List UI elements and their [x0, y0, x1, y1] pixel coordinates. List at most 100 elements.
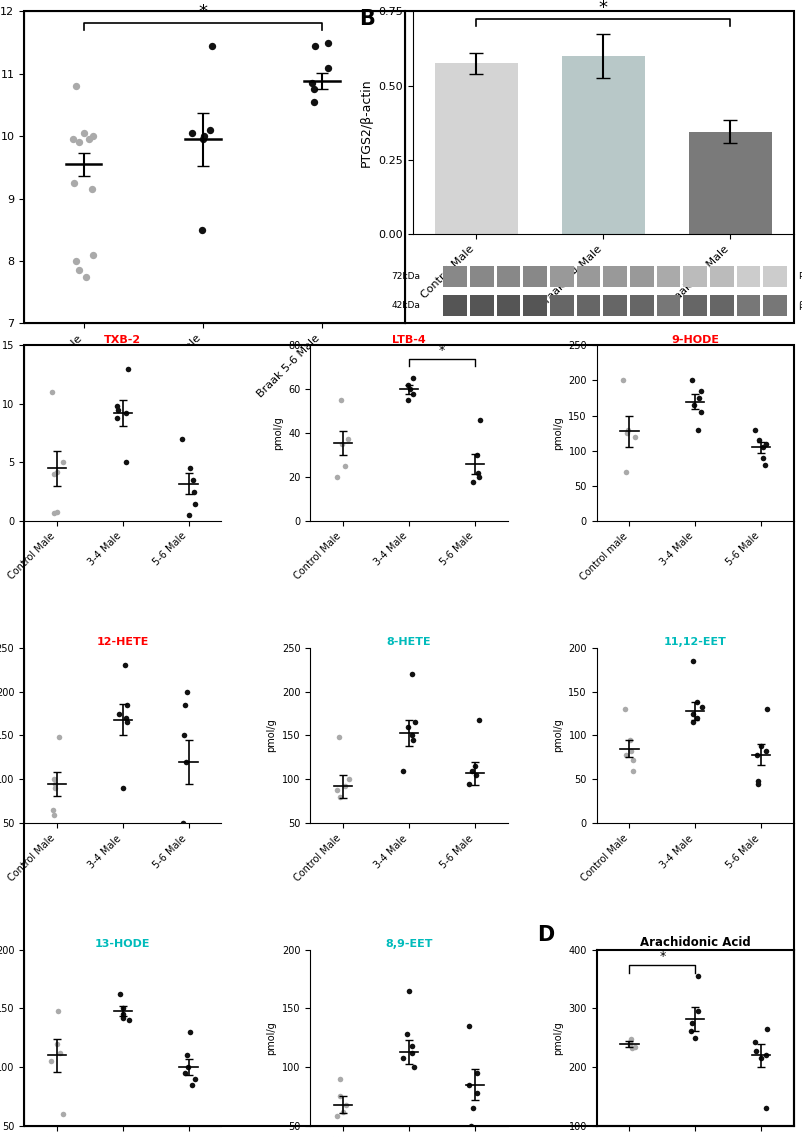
Point — [121, 713, 134, 731]
Point — [628, 1037, 641, 1055]
Point — [338, 778, 351, 796]
Point — [188, 483, 200, 501]
Point — [121, 696, 134, 714]
Point — [178, 696, 191, 714]
Point — [67, 131, 79, 149]
Point — [67, 174, 80, 192]
Point — [749, 1041, 762, 1060]
Bar — [683, 266, 707, 287]
Title: 12-HETE: 12-HETE — [96, 637, 149, 647]
Title: 9-HODE: 9-HODE — [671, 334, 719, 345]
Point — [70, 252, 83, 271]
Y-axis label: pmol/g: pmol/g — [553, 1021, 563, 1055]
Point — [179, 1064, 192, 1082]
Point — [119, 656, 132, 674]
Bar — [577, 296, 601, 316]
Point — [622, 421, 634, 439]
Bar — [630, 296, 654, 316]
Point — [86, 127, 99, 146]
Point — [626, 762, 639, 780]
Point — [692, 389, 705, 407]
Point — [188, 495, 201, 513]
Point — [401, 1026, 414, 1044]
Point — [72, 133, 85, 151]
Point — [406, 1037, 419, 1055]
Point — [620, 463, 633, 481]
Bar — [496, 296, 520, 316]
Bar — [524, 266, 547, 287]
Point — [340, 1095, 353, 1113]
Point — [321, 33, 334, 51]
Point — [182, 506, 195, 524]
Bar — [683, 296, 707, 316]
Bar — [577, 266, 601, 287]
Bar — [737, 296, 760, 316]
Point — [185, 124, 198, 142]
Bar — [689, 132, 772, 234]
Title: LTB-4: LTB-4 — [392, 334, 426, 345]
Point — [759, 434, 772, 453]
Point — [691, 1003, 704, 1021]
Point — [401, 391, 414, 409]
Point — [111, 409, 124, 428]
Point — [626, 752, 639, 770]
Point — [54, 1044, 67, 1062]
Bar — [444, 296, 467, 316]
Point — [472, 711, 485, 729]
Point — [623, 1036, 636, 1054]
Point — [695, 382, 707, 400]
Point — [749, 421, 762, 439]
Point — [117, 1005, 130, 1023]
Point — [119, 404, 132, 422]
Point — [181, 1057, 194, 1076]
Bar — [630, 266, 654, 287]
Title: 8-HETE: 8-HETE — [387, 637, 431, 647]
Point — [196, 131, 209, 149]
Point — [629, 428, 642, 446]
Point — [407, 370, 419, 388]
Point — [468, 757, 481, 775]
Point — [751, 772, 764, 790]
Point — [397, 1048, 410, 1067]
Text: β-actin: β-actin — [798, 301, 802, 310]
Point — [472, 464, 484, 482]
Point — [687, 652, 700, 670]
Bar — [710, 296, 734, 316]
Point — [86, 180, 99, 198]
Point — [49, 774, 62, 792]
Point — [112, 705, 125, 723]
Point — [334, 1087, 347, 1105]
Point — [87, 246, 99, 264]
Point — [185, 1076, 198, 1094]
Title: 11,12-EET: 11,12-EET — [664, 637, 727, 647]
Point — [406, 1044, 419, 1062]
Point — [181, 1046, 194, 1064]
Point — [197, 127, 210, 146]
Point — [759, 1099, 772, 1118]
Bar — [710, 266, 734, 287]
Point — [122, 1011, 135, 1029]
Point — [70, 77, 83, 96]
Point — [760, 700, 773, 719]
Point — [464, 1117, 477, 1135]
Point — [619, 746, 632, 764]
Point — [48, 504, 61, 522]
Point — [51, 1002, 64, 1020]
Point — [47, 802, 59, 820]
Text: 42kDa: 42kDa — [391, 301, 420, 310]
Point — [471, 1084, 484, 1102]
Point — [760, 1020, 773, 1038]
Bar — [470, 266, 494, 287]
Bar — [603, 296, 627, 316]
Text: D: D — [537, 926, 555, 945]
Point — [406, 727, 419, 745]
Point — [695, 402, 707, 421]
Point — [186, 471, 199, 489]
Point — [470, 766, 483, 785]
Point — [463, 774, 476, 792]
Point — [180, 753, 192, 771]
Point — [51, 463, 63, 481]
Point — [52, 728, 65, 746]
Point — [691, 708, 703, 727]
Point — [687, 713, 699, 731]
